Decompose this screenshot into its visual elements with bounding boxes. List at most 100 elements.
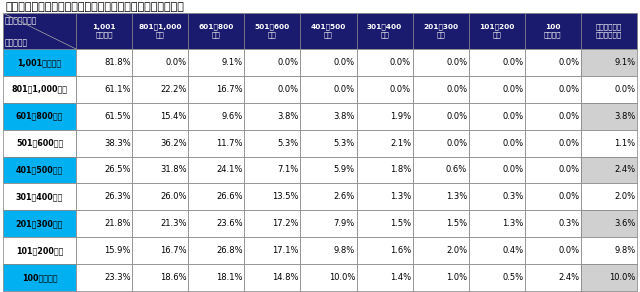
Text: 0.0%: 0.0% xyxy=(614,85,636,94)
Bar xyxy=(3,237,76,264)
Text: 2.0%: 2.0% xyxy=(446,246,467,255)
Bar xyxy=(300,237,356,264)
Bar xyxy=(300,130,356,157)
Text: 801～1,000
万円: 801～1,000 万円 xyxy=(138,24,182,38)
Text: 7.9%: 7.9% xyxy=(333,219,355,228)
Bar xyxy=(356,130,413,157)
Text: 401～500万円: 401～500万円 xyxy=(16,166,63,175)
Bar xyxy=(468,130,525,157)
Bar xyxy=(132,264,188,291)
Bar xyxy=(356,264,413,291)
Bar xyxy=(188,13,244,49)
Bar xyxy=(581,210,637,237)
Text: 0.0%: 0.0% xyxy=(558,246,579,255)
Text: 0.0%: 0.0% xyxy=(446,112,467,121)
Bar xyxy=(581,76,637,103)
Bar xyxy=(356,76,413,103)
Bar xyxy=(413,76,468,103)
Text: 0.0%: 0.0% xyxy=(334,85,355,94)
Bar xyxy=(468,157,525,183)
Text: 301～400
万円: 301～400 万円 xyxy=(367,24,402,38)
Bar xyxy=(581,237,637,264)
Text: 26.3%: 26.3% xyxy=(104,192,131,201)
Bar xyxy=(356,13,413,49)
Text: 100
万円以下: 100 万円以下 xyxy=(544,24,562,38)
Bar xyxy=(188,157,244,183)
Text: 0.0%: 0.0% xyxy=(502,58,524,67)
Text: 0.0%: 0.0% xyxy=(334,58,355,67)
Bar xyxy=(244,157,300,183)
Bar xyxy=(76,49,132,76)
Bar xyxy=(244,210,300,237)
Text: 601～800
万円: 601～800 万円 xyxy=(198,24,234,38)
Text: 10.0%: 10.0% xyxy=(328,273,355,282)
Bar xyxy=(356,49,413,76)
Bar xyxy=(300,13,356,49)
Text: 女性の年収: 女性の年収 xyxy=(5,38,28,47)
Bar xyxy=(132,210,188,237)
Text: 11.7%: 11.7% xyxy=(216,139,243,148)
Bar xyxy=(525,157,581,183)
Text: 0.0%: 0.0% xyxy=(390,58,411,67)
Text: 301～400万円: 301～400万円 xyxy=(16,192,63,201)
Text: 24.1%: 24.1% xyxy=(216,166,243,175)
Bar xyxy=(76,183,132,210)
Bar xyxy=(188,130,244,157)
Text: 0.5%: 0.5% xyxy=(502,273,524,282)
Text: 201～300万円: 201～300万円 xyxy=(16,219,63,228)
Bar xyxy=(468,183,525,210)
Text: 3.8%: 3.8% xyxy=(333,112,355,121)
Bar xyxy=(413,13,468,49)
Bar xyxy=(132,76,188,103)
Text: 101～200
万円: 101～200 万円 xyxy=(479,24,515,38)
Bar xyxy=(244,103,300,130)
Text: 0.3%: 0.3% xyxy=(558,219,579,228)
Text: 16.7%: 16.7% xyxy=(216,85,243,94)
Bar xyxy=(525,103,581,130)
Bar xyxy=(413,264,468,291)
Text: 26.5%: 26.5% xyxy=(104,166,131,175)
Text: 0.0%: 0.0% xyxy=(278,58,299,67)
Bar xyxy=(525,210,581,237)
Text: 3.8%: 3.8% xyxy=(614,112,636,121)
Text: 9.6%: 9.6% xyxy=(221,112,243,121)
Text: 1.3%: 1.3% xyxy=(502,219,524,228)
Text: 0.0%: 0.0% xyxy=(166,58,187,67)
Text: 0.6%: 0.6% xyxy=(446,166,467,175)
Bar xyxy=(300,49,356,76)
Bar xyxy=(468,49,525,76)
Bar xyxy=(132,183,188,210)
Bar xyxy=(76,103,132,130)
Text: 7.1%: 7.1% xyxy=(278,166,299,175)
Bar xyxy=(244,264,300,291)
Bar xyxy=(468,237,525,264)
Text: 17.1%: 17.1% xyxy=(273,246,299,255)
Bar xyxy=(468,210,525,237)
Bar xyxy=(188,210,244,237)
Bar xyxy=(3,13,76,49)
Text: 21.3%: 21.3% xyxy=(160,219,187,228)
Bar xyxy=(3,103,76,130)
Text: 2.1%: 2.1% xyxy=(390,139,411,148)
Bar xyxy=(244,76,300,103)
Text: 101～200万円: 101～200万円 xyxy=(16,246,63,255)
Text: 0.0%: 0.0% xyxy=(502,112,524,121)
Text: 9.1%: 9.1% xyxy=(614,58,636,67)
Text: 2.4%: 2.4% xyxy=(558,273,579,282)
Text: 0.3%: 0.3% xyxy=(502,192,524,201)
Text: 0.4%: 0.4% xyxy=(502,246,524,255)
Text: 0.0%: 0.0% xyxy=(446,85,467,94)
Bar xyxy=(413,157,468,183)
Text: 0.0%: 0.0% xyxy=(502,166,524,175)
Bar xyxy=(468,76,525,103)
Bar xyxy=(3,157,76,183)
Text: 23.3%: 23.3% xyxy=(104,273,131,282)
Text: 10.0%: 10.0% xyxy=(609,273,636,282)
Bar xyxy=(413,210,468,237)
Text: 1.1%: 1.1% xyxy=(614,139,636,148)
Text: 5.3%: 5.3% xyxy=(333,139,355,148)
Text: 100万円以下: 100万円以下 xyxy=(22,273,57,282)
Bar xyxy=(581,13,637,49)
Text: 5.9%: 5.9% xyxy=(334,166,355,175)
Text: 3.8%: 3.8% xyxy=(278,112,299,121)
